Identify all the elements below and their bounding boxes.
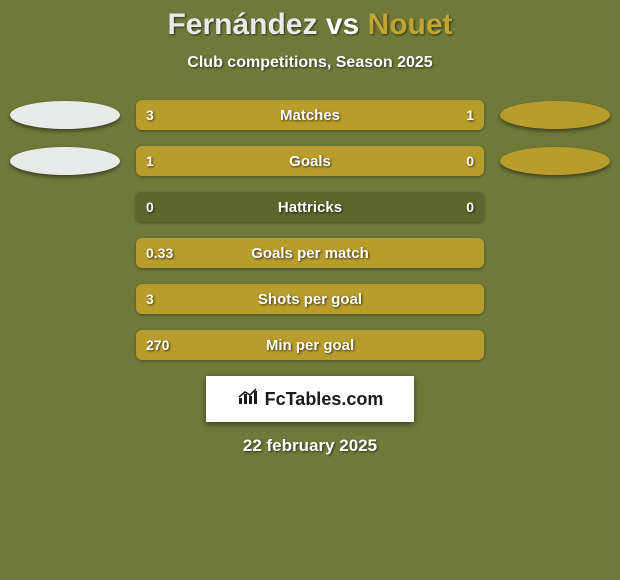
stat-bar: 31Matches <box>136 100 484 130</box>
player1-oval <box>10 147 120 175</box>
title-vs: vs <box>326 8 359 41</box>
subtitle: Club competitions, Season 2025 <box>0 54 620 72</box>
player1-oval <box>10 101 120 129</box>
stat-row: 10Goals <box>0 146 620 176</box>
stat-left-value: 3 <box>146 284 154 314</box>
stat-left-value: 0.33 <box>146 238 173 268</box>
bar-track <box>136 192 484 222</box>
stat-bar: 3Shots per goal <box>136 284 484 314</box>
player2-oval <box>500 147 610 175</box>
page-title: Fernández vs Nouet <box>0 8 620 42</box>
stat-row: 3Shots per goal <box>0 284 620 314</box>
bar-left-fill <box>136 100 387 130</box>
spacer <box>500 331 610 359</box>
player2-oval <box>500 101 610 129</box>
stat-left-value: 270 <box>146 330 169 360</box>
stat-row: 270Min per goal <box>0 330 620 360</box>
footer-site: FcTables.com <box>265 389 384 410</box>
stat-right-value: 1 <box>466 100 474 130</box>
stat-row: 00Hattricks <box>0 192 620 222</box>
spacer <box>500 239 610 267</box>
stat-left-value: 3 <box>146 100 154 130</box>
title-player2: Nouet <box>368 8 453 41</box>
stat-right-value: 0 <box>466 192 474 222</box>
stat-row: 31Matches <box>0 100 620 130</box>
stat-bar: 00Hattricks <box>136 192 484 222</box>
spacer <box>10 193 120 221</box>
stat-bar: 270Min per goal <box>136 330 484 360</box>
spacer <box>10 285 120 313</box>
bar-left-fill <box>136 330 484 360</box>
stat-bar: 0.33Goals per match <box>136 238 484 268</box>
spacer <box>500 193 610 221</box>
bar-left-fill <box>136 146 397 176</box>
spacer <box>10 239 120 267</box>
spacer <box>10 331 120 359</box>
spacer <box>500 285 610 313</box>
title-player1: Fernández <box>167 8 317 41</box>
bar-left-fill <box>136 284 484 314</box>
stat-bar: 10Goals <box>136 146 484 176</box>
stat-right-value: 0 <box>466 146 474 176</box>
footer-date: 22 february 2025 <box>0 436 620 456</box>
chart-icon <box>237 388 259 411</box>
stat-row: 0.33Goals per match <box>0 238 620 268</box>
stats-list: 31Matches10Goals00Hattricks0.33Goals per… <box>0 100 620 360</box>
bar-left-fill <box>136 238 484 268</box>
stat-left-value: 0 <box>146 192 154 222</box>
infographic-container: Fernández vs Nouet Club competitions, Se… <box>0 0 620 580</box>
footer-badge[interactable]: FcTables.com <box>206 376 414 422</box>
stat-left-value: 1 <box>146 146 154 176</box>
